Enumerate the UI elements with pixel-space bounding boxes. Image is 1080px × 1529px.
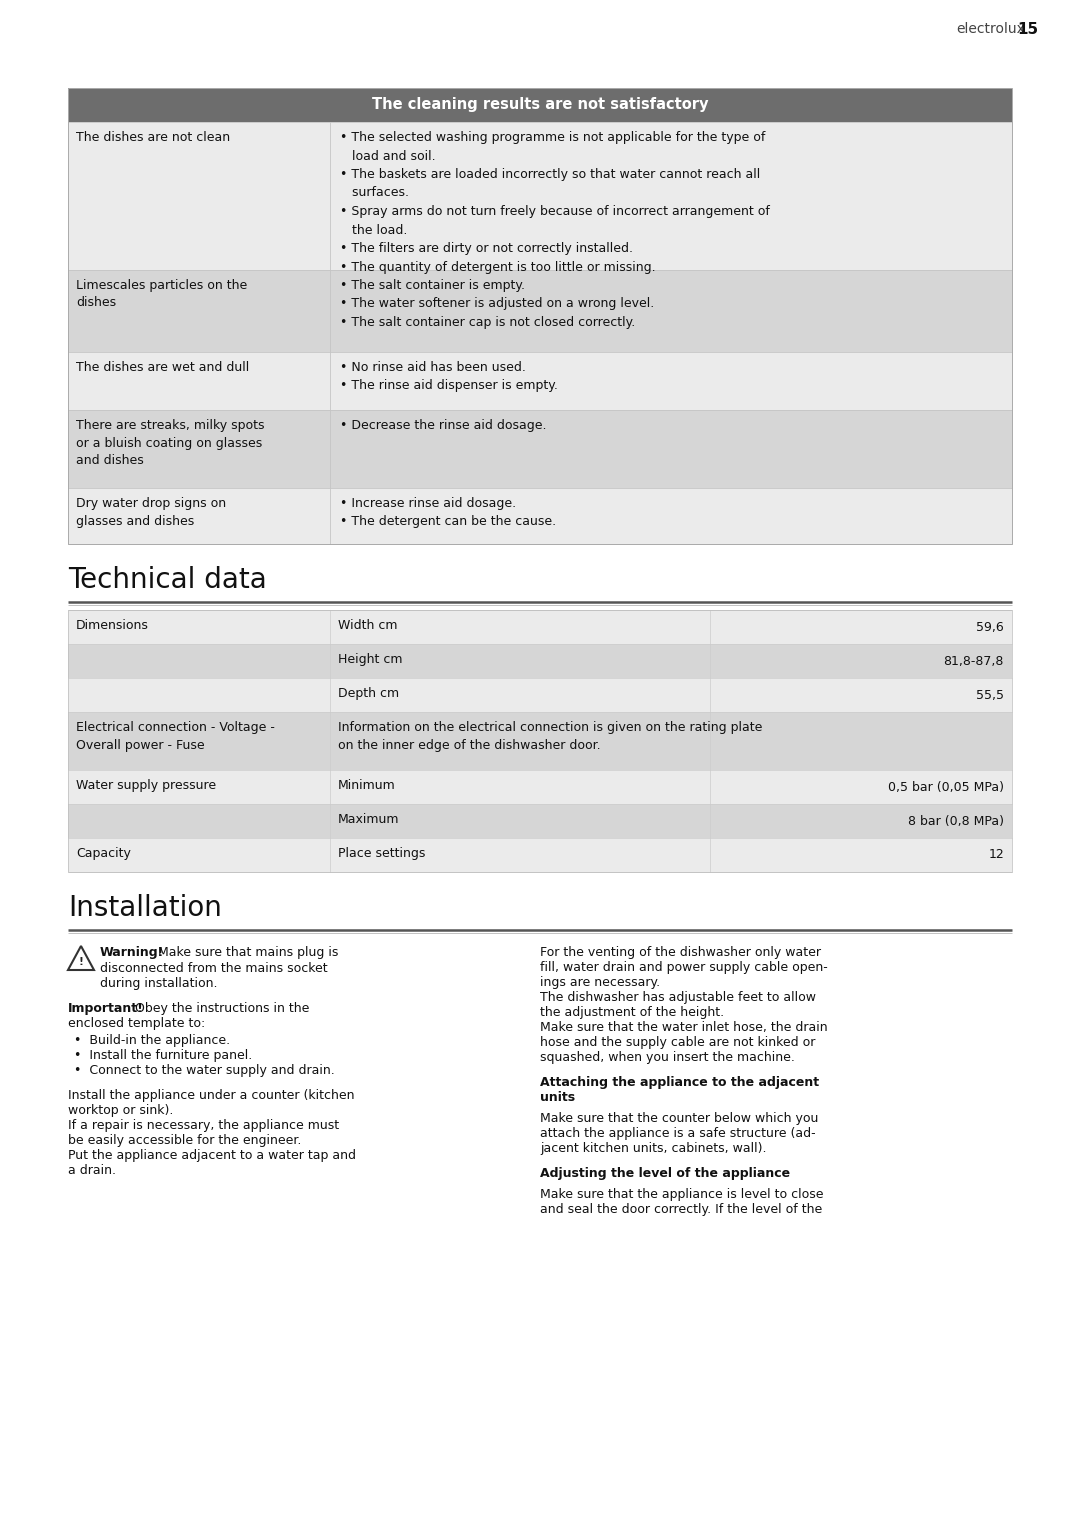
Text: ings are necessary.: ings are necessary. (540, 976, 660, 989)
Text: 15: 15 (1017, 21, 1038, 37)
Text: 55,5: 55,5 (976, 688, 1004, 702)
Text: Make sure that the appliance is level to close: Make sure that the appliance is level to… (540, 1188, 824, 1200)
Text: squashed, when you insert the machine.: squashed, when you insert the machine. (540, 1050, 795, 1064)
Text: •  Connect to the water supply and drain.: • Connect to the water supply and drain. (75, 1064, 335, 1076)
Text: Depth cm: Depth cm (338, 687, 400, 700)
Text: • Increase rinse aid dosage.
• The detergent can be the cause.: • Increase rinse aid dosage. • The deter… (340, 497, 556, 529)
Text: Water supply pressure: Water supply pressure (76, 778, 216, 792)
Text: Obey the instructions in the: Obey the instructions in the (131, 1001, 309, 1015)
Text: attach the appliance is a safe structure (ad-: attach the appliance is a safe structure… (540, 1127, 815, 1141)
Text: electrolux: electrolux (956, 21, 1025, 37)
Text: The cleaning results are not satisfactory: The cleaning results are not satisfactor… (372, 98, 708, 113)
Text: a drain.: a drain. (68, 1164, 116, 1177)
Text: Technical data: Technical data (68, 566, 267, 593)
Text: • The salt container is empty.
• The water softener is adjusted on a wrong level: • The salt container is empty. • The wat… (340, 278, 654, 329)
Text: Dry water drop signs on
glasses and dishes: Dry water drop signs on glasses and dish… (76, 497, 226, 528)
Text: 81,8-87,8: 81,8-87,8 (944, 654, 1004, 668)
Bar (68, 488, 1012, 544)
Text: Place settings: Place settings (338, 847, 426, 859)
Text: Make sure that the counter below which you: Make sure that the counter below which y… (540, 1112, 819, 1125)
Text: !: ! (79, 957, 83, 966)
Text: Attaching the appliance to the adjacent: Attaching the appliance to the adjacent (540, 1076, 819, 1089)
Text: Electrical connection - Voltage -
Overall power - Fuse: Electrical connection - Voltage - Overal… (76, 722, 275, 751)
Text: Limescales particles on the
dishes: Limescales particles on the dishes (76, 278, 247, 309)
Bar (68, 610, 1012, 644)
Text: be easily accessible for the engineer.: be easily accessible for the engineer. (68, 1135, 301, 1147)
Text: fill, water drain and power supply cable open-: fill, water drain and power supply cable… (540, 962, 827, 974)
Text: Important!: Important! (68, 1001, 144, 1015)
Text: Minimum: Minimum (338, 778, 395, 792)
Text: 8 bar (0,8 MPa): 8 bar (0,8 MPa) (908, 815, 1004, 827)
Text: 0,5 bar (0,05 MPa): 0,5 bar (0,05 MPa) (888, 780, 1004, 794)
Text: during installation.: during installation. (100, 977, 217, 989)
Text: Width cm: Width cm (338, 619, 397, 631)
Polygon shape (68, 946, 94, 969)
Text: •  Build-in the appliance.: • Build-in the appliance. (75, 1034, 230, 1047)
Text: There are streaks, milky spots
or a bluish coating on glasses
and dishes: There are streaks, milky spots or a blui… (76, 419, 265, 466)
Text: 59,6: 59,6 (976, 621, 1004, 633)
Bar (68, 410, 1012, 488)
Text: Height cm: Height cm (338, 653, 403, 667)
Text: The dishes are wet and dull: The dishes are wet and dull (76, 361, 249, 375)
Text: • Decrease the rinse aid dosage.: • Decrease the rinse aid dosage. (340, 419, 546, 433)
Text: • No rinse aid has been used.
• The rinse aid dispenser is empty.: • No rinse aid has been used. • The rins… (340, 361, 558, 393)
Text: Make sure that the water inlet hose, the drain: Make sure that the water inlet hose, the… (540, 1021, 827, 1034)
Bar (68, 352, 1012, 410)
Text: If a repair is necessary, the appliance must: If a repair is necessary, the appliance … (68, 1119, 339, 1131)
Text: disconnected from the mains socket: disconnected from the mains socket (100, 962, 327, 976)
Text: Dimensions: Dimensions (76, 619, 149, 631)
Text: hose and the supply cable are not kinked or: hose and the supply cable are not kinked… (540, 1037, 815, 1049)
Text: The dishwasher has adjustable feet to allow: The dishwasher has adjustable feet to al… (540, 991, 816, 1005)
Bar (68, 89, 1012, 122)
Text: Installation: Installation (68, 894, 221, 922)
Bar (68, 804, 1012, 838)
Text: Make sure that mains plug is: Make sure that mains plug is (154, 946, 338, 959)
Bar (68, 271, 1012, 352)
Bar (68, 610, 1012, 872)
Text: jacent kitchen units, cabinets, wall).: jacent kitchen units, cabinets, wall). (540, 1142, 767, 1154)
Text: Adjusting the level of the appliance: Adjusting the level of the appliance (540, 1167, 791, 1180)
Text: enclosed template to:: enclosed template to: (68, 1017, 205, 1031)
Text: Warning!: Warning! (100, 946, 164, 959)
Text: Put the appliance adjacent to a water tap and: Put the appliance adjacent to a water ta… (68, 1148, 356, 1162)
Bar (68, 89, 1012, 544)
Bar (68, 771, 1012, 804)
Text: units: units (540, 1092, 576, 1104)
Bar (68, 644, 1012, 677)
Text: The dishes are not clean: The dishes are not clean (76, 131, 230, 144)
Text: Install the appliance under a counter (kitchen: Install the appliance under a counter (k… (68, 1089, 354, 1102)
Text: 12: 12 (988, 849, 1004, 861)
Bar (68, 677, 1012, 713)
Text: worktop or sink).: worktop or sink). (68, 1104, 174, 1118)
Text: and seal the door correctly. If the level of the: and seal the door correctly. If the leve… (540, 1203, 822, 1216)
Text: the adjustment of the height.: the adjustment of the height. (540, 1006, 724, 1018)
Text: For the venting of the dishwasher only water: For the venting of the dishwasher only w… (540, 946, 821, 959)
Bar (68, 713, 1012, 771)
Text: Information on the electrical connection is given on the rating plate
on the inn: Information on the electrical connection… (338, 722, 762, 752)
Text: Maximum: Maximum (338, 813, 400, 826)
Text: •  Install the furniture panel.: • Install the furniture panel. (75, 1049, 253, 1063)
Text: • The selected washing programme is not applicable for the type of
   load and s: • The selected washing programme is not … (340, 131, 770, 274)
Text: Capacity: Capacity (76, 847, 131, 859)
Bar (68, 838, 1012, 872)
Bar (68, 122, 1012, 271)
